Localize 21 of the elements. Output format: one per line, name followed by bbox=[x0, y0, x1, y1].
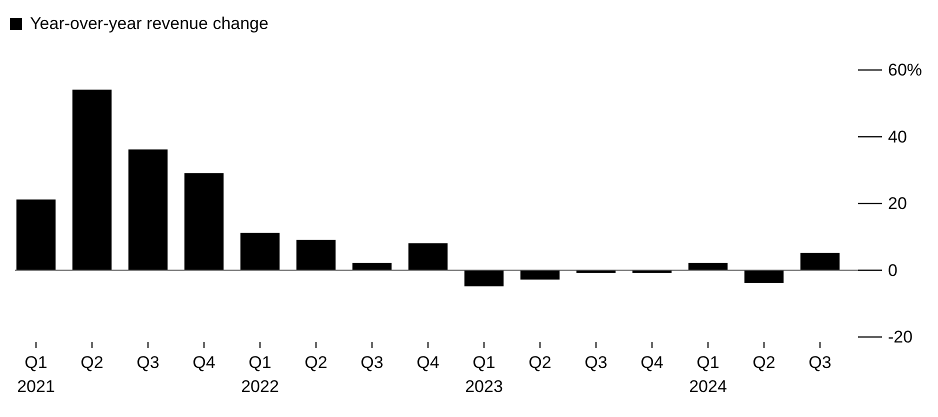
x-tick-label: Q2 bbox=[80, 353, 104, 372]
x-tick-label: Q3 bbox=[808, 353, 832, 372]
y-tick-label: 0 bbox=[888, 260, 898, 280]
x-tick-label: Q1 2023 bbox=[465, 353, 503, 396]
x-tick-label: Q4 bbox=[192, 353, 216, 372]
y-tick-label: 60% bbox=[888, 60, 922, 80]
x-tick-label: Q2 bbox=[752, 353, 776, 372]
x-tick-label: Q1 2022 bbox=[241, 353, 279, 396]
x-tick-label: Q2 bbox=[528, 353, 552, 372]
y-tick-label: 40 bbox=[888, 127, 907, 146]
x-tick-label: Q3 bbox=[136, 353, 160, 372]
x-tick-label: Q3 bbox=[360, 353, 384, 372]
x-tick-label: Q4 bbox=[640, 353, 664, 372]
x-tick-label: Q2 bbox=[304, 353, 328, 372]
legend-label: Year-over-year revenue change bbox=[30, 14, 268, 33]
x-tick-label: Q4 bbox=[416, 353, 440, 372]
x-tick-label: Q1 2021 bbox=[17, 353, 55, 396]
y-tick-label: 20 bbox=[888, 194, 907, 213]
x-tick-label: Q1 2024 bbox=[689, 353, 727, 396]
y-tick-label: -20 bbox=[888, 328, 913, 346]
x-tick-label: Q3 bbox=[584, 353, 608, 372]
